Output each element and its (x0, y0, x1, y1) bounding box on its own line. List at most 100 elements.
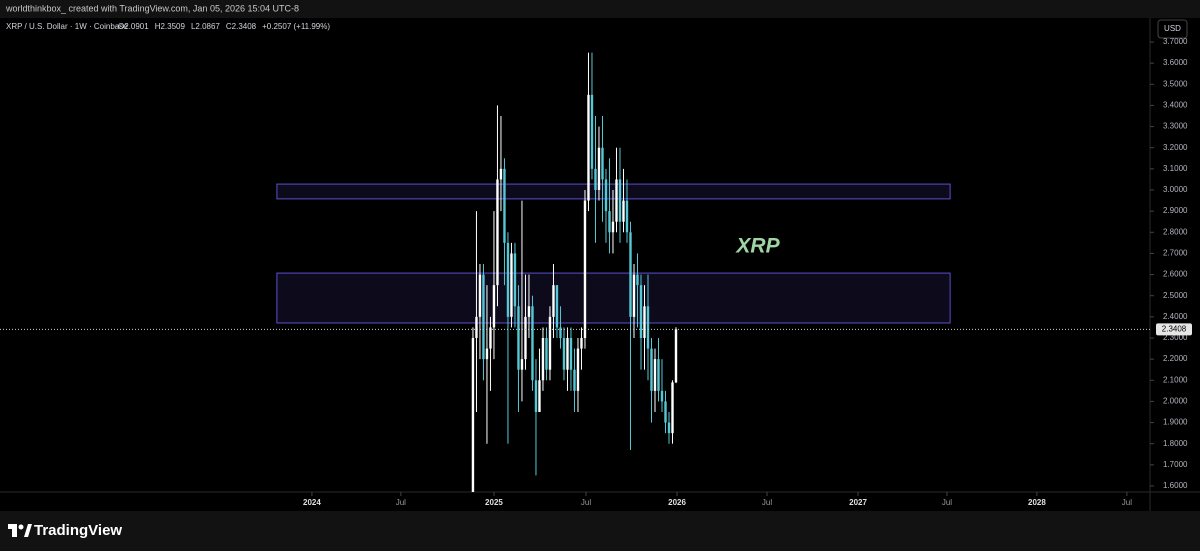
y-tick-label: 2.2000 (1163, 354, 1188, 363)
symbol: XRP / U.S. Dollar · 1W · Coinbase (6, 22, 128, 31)
quote-value: L2.0867 (191, 22, 220, 31)
candle-body (506, 242, 510, 317)
last-price-tag-bg (1156, 323, 1192, 336)
y-tick-label: 1.6000 (1163, 481, 1188, 490)
candle-body (632, 274, 636, 317)
candle-body (513, 253, 517, 307)
candle-body (531, 306, 534, 381)
y-tick-label: 3.4000 (1163, 101, 1188, 110)
y-tick-label: 1.8000 (1163, 439, 1188, 448)
candle-body (489, 327, 492, 349)
candle-body (517, 306, 520, 370)
panel (0, 18, 1200, 511)
zone (276, 272, 951, 324)
y-tick-label: 2.7000 (1163, 249, 1188, 258)
y-tick-label: 3.2000 (1163, 143, 1188, 152)
x-tick-label: Jul (942, 498, 952, 507)
x-tick-label: 2024 (303, 498, 321, 507)
last-price-tag: 2.3408 (1162, 324, 1187, 333)
candle-body (618, 179, 622, 222)
candle-body (569, 337, 573, 370)
logo-mark (18, 524, 24, 530)
candle-body (604, 179, 608, 212)
candle-body (653, 359, 657, 391)
candle-body (471, 337, 475, 492)
candle-body (583, 200, 587, 338)
candle-body (636, 274, 639, 286)
annotation: XRP (735, 235, 780, 258)
candle-body (664, 401, 667, 423)
y-tick-label: 2.8000 (1163, 227, 1188, 236)
y-tick-label: 2.9000 (1163, 206, 1188, 215)
candle-body (650, 348, 653, 391)
y-tick-label: 3.5000 (1163, 79, 1188, 88)
y-tick-label: 3.1000 (1163, 164, 1188, 173)
quote-value: O2.0901 (118, 22, 149, 31)
currency-button[interactable] (1157, 19, 1188, 39)
candle-body (639, 285, 643, 338)
candle-body (580, 337, 583, 349)
y-tick-label: 2.1000 (1163, 375, 1188, 384)
brand: TradingView (34, 522, 122, 539)
candle-body (587, 94, 590, 201)
x-tick-label: Jul (1122, 498, 1132, 507)
x-tick-label: 2025 (485, 498, 503, 507)
y-tick-label: 1.7000 (1163, 460, 1188, 469)
bottom-bar (0, 511, 1200, 551)
logo (8, 524, 32, 537)
candle-body (492, 285, 496, 328)
quote-value: C2.3408 (226, 22, 257, 31)
y-tick-label: 3.0000 (1163, 185, 1188, 194)
y-tick-label: 2.4000 (1163, 312, 1188, 321)
candle-body (667, 422, 671, 434)
top-bar (0, 0, 1200, 18)
y-tick-label: 3.3000 (1163, 122, 1188, 131)
candle-body (594, 168, 597, 190)
candle-body (562, 337, 566, 370)
y-tick-label: 3.6000 (1163, 58, 1188, 67)
logo-mark (12, 524, 17, 537)
candle-body (576, 348, 580, 391)
candle-body (475, 316, 478, 338)
candle-body (566, 337, 569, 370)
candle-body (615, 179, 618, 222)
candle-body (524, 316, 527, 360)
candle-body (573, 369, 576, 391)
plot (276, 52, 951, 492)
candle-body (629, 232, 632, 317)
candle-body (510, 253, 513, 317)
candle-body (625, 200, 629, 233)
candle-body (538, 380, 541, 412)
candle-body (611, 221, 615, 233)
y-tick-label: 2.0000 (1163, 397, 1188, 406)
x-tick-label: 2028 (1028, 498, 1046, 507)
x-tick-label: Jul (762, 498, 772, 507)
y-tick-label: 2.5000 (1163, 291, 1188, 300)
candle-body (499, 168, 503, 180)
candle-body (496, 179, 499, 286)
y-tick-label: 1.9000 (1163, 418, 1188, 427)
candle-body (643, 306, 646, 338)
candle-body (608, 211, 611, 233)
candle-body (597, 147, 601, 190)
credit: worldthinkbox_ created with TradingView.… (5, 3, 299, 13)
candle-body (674, 329, 678, 383)
candle-body (548, 316, 552, 370)
candle-body (520, 359, 524, 370)
x-tick-label: Jul (581, 498, 591, 507)
currency[interactable]: USD (1164, 24, 1181, 33)
candle-body (660, 390, 664, 402)
y-tick-label: 2.3000 (1163, 333, 1188, 342)
candle-body (503, 168, 506, 243)
candle-body (559, 327, 562, 338)
candle-body (552, 285, 555, 317)
x-tick-label: Jul (396, 498, 406, 507)
quote-value: H2.3509 (155, 22, 186, 31)
x-tick-label: 2026 (668, 498, 686, 507)
y-tick-label: 2.6000 (1163, 270, 1188, 279)
zone (276, 183, 951, 200)
candle-body (485, 348, 489, 360)
candle-body (482, 274, 485, 360)
